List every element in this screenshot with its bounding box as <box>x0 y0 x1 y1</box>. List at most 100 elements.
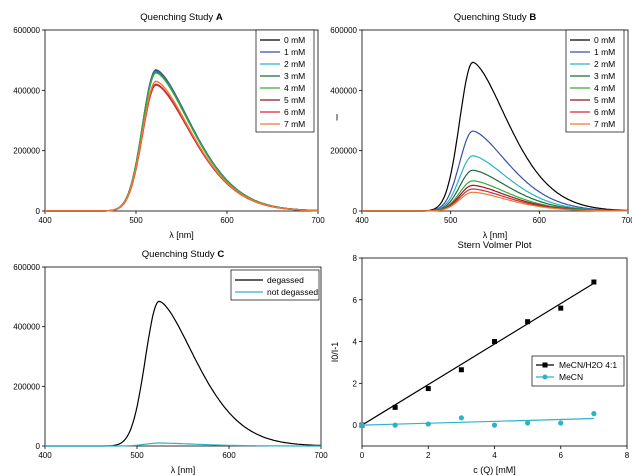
x-tick-label: 600 <box>533 216 547 225</box>
legend-entry: 6 mM <box>594 107 615 117</box>
x-tick-label: 2 <box>426 451 431 460</box>
x-axis-label: c (Q) [mM] <box>473 465 516 475</box>
data-point <box>458 367 464 373</box>
x-axis-label: λ [nm] <box>483 230 508 240</box>
y-tick-label: 4 <box>353 338 358 347</box>
series-line <box>362 130 628 212</box>
legend-entry: 0 mM <box>284 35 305 45</box>
chart-title-letter: B <box>529 12 536 23</box>
fit-line <box>361 417 594 426</box>
legend-entry: MeCN <box>559 372 583 382</box>
chart-panel-3: 400 500 600 700 0 200000 400000 600000 Quenching… <box>13 249 328 475</box>
x-tick-label: 500 <box>129 216 143 225</box>
legend-box <box>255 29 315 133</box>
plot-frame <box>44 266 322 447</box>
x-axis-label: λ [nm] <box>169 230 194 240</box>
legend-entry: 3 mM <box>284 71 305 81</box>
series-line <box>45 300 322 447</box>
legend-entry: degassed <box>267 275 304 285</box>
y-tick-label: 600000 <box>13 26 40 35</box>
plot-frame <box>361 29 629 212</box>
x-tick-label: 500 <box>444 216 458 225</box>
y-tick-label: 600000 <box>330 26 357 35</box>
y-tick-label: 0 <box>36 207 41 216</box>
x-tick-label: 8 <box>625 451 630 460</box>
legend-box <box>230 269 320 301</box>
x-tick-label: 0 <box>360 451 365 460</box>
data-point <box>425 421 431 427</box>
y-tick-label: 200000 <box>13 382 40 391</box>
legend-entry: 1 mM <box>594 47 615 57</box>
legend-entry: 2 mM <box>594 59 615 69</box>
plot-frame <box>361 257 628 447</box>
plot-frame <box>44 29 319 212</box>
x-tick-label: 600 <box>220 216 234 225</box>
legend-entry: 1 mM <box>284 47 305 57</box>
x-tick-label: 700 <box>314 451 328 460</box>
legend-entry: 4 mM <box>594 83 615 93</box>
y-axis-label: I <box>336 113 339 123</box>
legend-box <box>565 29 625 133</box>
data-point <box>491 422 498 428</box>
x-tick-label: 400 <box>355 216 369 225</box>
y-tick-label: 2 <box>353 379 358 388</box>
x-tick-label: 4 <box>492 451 497 460</box>
series-line <box>45 80 319 212</box>
y-tick-label: 200000 <box>330 147 357 156</box>
y-tick-label: 400000 <box>13 323 40 332</box>
chart-title: Quenching Study C <box>142 249 225 260</box>
series-line <box>362 155 628 212</box>
x-tick-label: 6 <box>559 451 564 460</box>
chart-title-letter: A <box>216 12 223 23</box>
legend-entry: 0 mM <box>594 35 615 45</box>
chart-panel-4: 0 2 4 6 8 0 2 4 6 8 Stern Volmer Plot c (Q) [mM] I0/… <box>330 240 630 475</box>
data-point <box>591 411 597 417</box>
legend-marker <box>542 362 548 368</box>
data-point <box>392 404 398 410</box>
legend-entry: 4 mM <box>284 83 305 93</box>
x-axis-label: λ [nm] <box>171 465 196 475</box>
x-tick-label: 700 <box>311 216 325 225</box>
x-tick-label: 400 <box>38 216 52 225</box>
chart-title-letter: C <box>217 249 224 260</box>
data-point <box>425 386 431 392</box>
x-tick-label: 600 <box>222 451 236 460</box>
data-point <box>492 339 497 345</box>
legend-box <box>531 355 625 387</box>
chart-panel-1: 400 500 600 700 0 200000 400000 600000 Quenching… <box>13 12 325 240</box>
series-line <box>362 188 628 212</box>
data-point <box>525 420 531 426</box>
chart-title: Stern Volmer Plot <box>458 240 532 251</box>
legend-entry: 7 mM <box>284 119 305 129</box>
legend-entry: not degassed <box>267 287 318 297</box>
chart-panel-2: 400 500 600 700 0 200000 400000 600000 Quenching… <box>330 12 632 240</box>
legend-entry: 7 mM <box>594 119 615 129</box>
data-point <box>458 415 464 421</box>
y-tick-label: 0 <box>353 421 358 430</box>
data-point <box>359 422 365 428</box>
x-tick-label: 500 <box>130 451 144 460</box>
data-point <box>591 279 597 285</box>
legend-entry: 2 mM <box>284 59 305 69</box>
chart-title: Quenching Study A <box>140 12 223 23</box>
y-tick-label: 400000 <box>13 86 40 95</box>
legend-entry: MeCN/H2O 4:1 <box>559 360 617 370</box>
legend-entry: 5 mM <box>594 95 615 105</box>
y-tick-label: 200000 <box>13 147 40 156</box>
data-point <box>558 420 564 426</box>
legend-marker <box>542 374 548 380</box>
legend-entry: 6 mM <box>284 107 305 117</box>
data-point <box>392 422 398 428</box>
y-tick-label: 6 <box>353 296 358 305</box>
legend-entry: 3 mM <box>594 71 615 81</box>
x-tick-label: 400 <box>38 451 52 460</box>
legend-entry: 5 mM <box>284 95 305 105</box>
data-point <box>525 319 531 325</box>
fit-line <box>361 282 595 426</box>
y-tick-label: 600000 <box>13 263 40 272</box>
y-axis-label: I0/I-1 <box>330 342 340 363</box>
y-tick-label: 8 <box>353 254 358 263</box>
y-tick-label: 0 <box>36 442 41 451</box>
data-point <box>558 305 564 311</box>
